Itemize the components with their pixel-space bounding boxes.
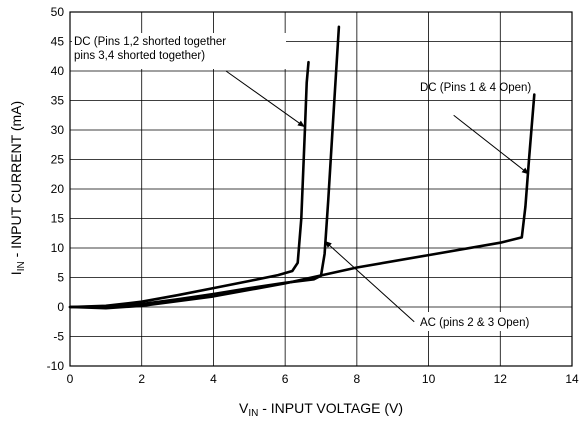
y-axis-title-rest: - INPUT CURRENT (mA): [8, 101, 24, 261]
y-axis-title: IIN - INPUT CURRENT (mA): [8, 101, 27, 275]
x-axis-title: VIN - INPUT VOLTAGE (V): [239, 400, 403, 419]
tick-labels: 0 2 4 6 8 10 12 14 -10 -5 0 5 10 15 20 25 30 35 40 45 50: [47, 5, 579, 386]
y-tick-label: 0: [57, 300, 64, 314]
y-tick-label: 20: [51, 182, 65, 196]
y-tick-label: 10: [51, 241, 65, 255]
annotation-arrow: [324, 240, 415, 323]
y-axis-title-sub: IN: [16, 261, 27, 271]
annotation-label: DC (Pins 1 & 4 Open): [420, 82, 531, 94]
plot-frame: [69, 11, 573, 367]
annotation-arrow: [453, 114, 530, 175]
x-tick-label: 8: [354, 372, 361, 386]
x-axis-title-rest: - INPUT VOLTAGE (V): [258, 400, 403, 416]
y-tick-label: 35: [51, 94, 65, 108]
y-tick-label: 25: [51, 153, 65, 167]
grid: [69, 11, 573, 367]
x-tick-label: 10: [422, 372, 436, 386]
x-tick-label: 4: [210, 372, 217, 386]
y-tick-label: 5: [57, 271, 64, 285]
annotation-background: [72, 33, 286, 69]
series-line-3: [68, 93, 536, 310]
x-tick-label: 0: [67, 372, 74, 386]
y-axis-title-main: I: [8, 271, 24, 275]
x-tick-label: 12: [494, 372, 508, 386]
y-tick-label: 15: [51, 212, 65, 226]
curves: [68, 25, 536, 310]
x-axis-title-main: V: [239, 400, 249, 416]
annotations: DC (Pins 1,2 shorted together pins 3,4 sh…: [72, 33, 570, 331]
series-line-1: [68, 60, 310, 309]
x-tick-label: 6: [282, 372, 289, 386]
annotation-label: AC (pins 2 & 3 Open): [420, 317, 529, 329]
x-axis-title-sub: IN: [248, 408, 258, 419]
y-tick-label: 40: [51, 64, 65, 78]
x-tick-label: 2: [138, 372, 145, 386]
annotation-background: [410, 312, 570, 331]
annotation-arrowhead: [521, 167, 529, 175]
annotation-arrowhead: [297, 120, 305, 127]
annotation-label: DC (Pins 1,2 shorted together: [74, 36, 226, 48]
y-tick-label: 45: [51, 35, 65, 49]
annotation-label: pins 3,4 shorted together): [74, 50, 205, 62]
annotation-arrow: [225, 70, 306, 128]
y-tick-label: 50: [51, 5, 65, 19]
x-tick-label: 14: [565, 372, 579, 386]
y-tick-label: 30: [51, 123, 65, 137]
annotation-arrowhead: [324, 240, 332, 248]
y-tick-label: -10: [47, 359, 65, 373]
y-tick-label: -5: [53, 330, 64, 344]
